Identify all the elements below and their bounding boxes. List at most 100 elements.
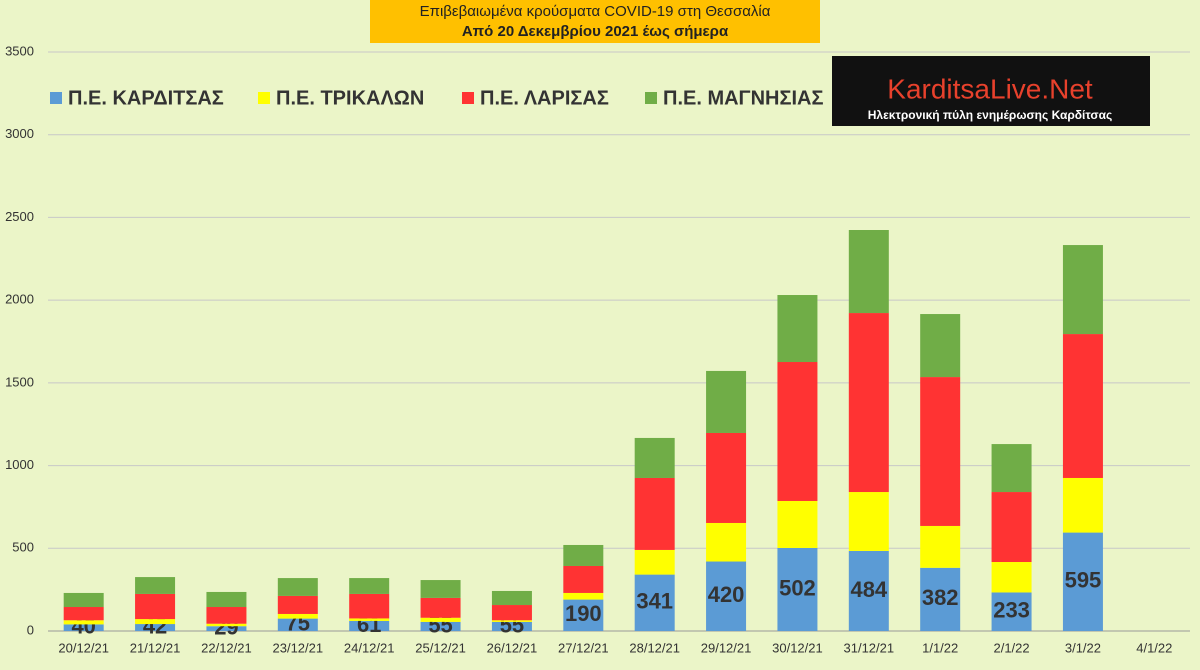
bar-segment bbox=[277, 613, 318, 619]
x-tick-label: 23/12/21 bbox=[273, 640, 324, 655]
x-tick-label: 25/12/21 bbox=[415, 640, 466, 655]
x-tick-label: 31/12/21 bbox=[844, 640, 895, 655]
y-tick-label: 2500 bbox=[5, 209, 34, 224]
bar-segment bbox=[135, 577, 176, 594]
bar-segment bbox=[848, 230, 889, 314]
x-tick-label: 3/1/22 bbox=[1065, 640, 1101, 655]
x-tick-label: 1/1/22 bbox=[922, 640, 958, 655]
y-tick-label: 3500 bbox=[5, 43, 34, 58]
bar-segment bbox=[563, 565, 604, 593]
y-tick-label: 1500 bbox=[5, 374, 34, 389]
bar-segment bbox=[706, 561, 747, 631]
bar-segment bbox=[777, 500, 818, 548]
bar-segment bbox=[420, 617, 461, 622]
bar-segment bbox=[1062, 334, 1103, 478]
bar-segment bbox=[634, 574, 675, 631]
bar-segment bbox=[777, 295, 818, 363]
bar-segment bbox=[848, 550, 889, 631]
bar-segment bbox=[135, 593, 176, 620]
bar-segment bbox=[349, 620, 390, 631]
title-box bbox=[370, 0, 820, 43]
x-tick-label: 21/12/21 bbox=[130, 640, 181, 655]
bar-segment bbox=[63, 620, 104, 625]
data-label: 420 bbox=[708, 582, 745, 607]
bar-segment bbox=[563, 544, 604, 566]
legend-label: Π.Ε. ΤΡΙΚΑΛΩΝ bbox=[276, 87, 424, 109]
bar-segment bbox=[135, 619, 176, 625]
bar-segment bbox=[634, 477, 675, 550]
bar-segment bbox=[777, 362, 818, 501]
bar-segment bbox=[277, 578, 318, 596]
bar-segment bbox=[349, 618, 390, 621]
data-label: 190 bbox=[565, 601, 602, 626]
bar-segment bbox=[491, 621, 532, 631]
bar-segment bbox=[777, 547, 818, 631]
x-tick-label: 4/1/22 bbox=[1136, 640, 1172, 655]
x-tick-label: 20/12/21 bbox=[58, 640, 109, 655]
bar-segment bbox=[563, 592, 604, 600]
bar-segment bbox=[277, 618, 318, 631]
bar-segment bbox=[420, 621, 461, 631]
legend-label: Π.Ε. ΚΑΡΔΙΤΣΑΣ bbox=[68, 87, 224, 109]
x-tick-label: 22/12/21 bbox=[201, 640, 252, 655]
legend-marker bbox=[50, 92, 62, 104]
legend-marker bbox=[258, 92, 270, 104]
bar-segment bbox=[63, 607, 104, 621]
data-label: 341 bbox=[636, 589, 673, 614]
bar-segment bbox=[563, 599, 604, 631]
bar-segment bbox=[634, 549, 675, 575]
x-tick-label: 30/12/21 bbox=[772, 640, 823, 655]
legend-marker bbox=[462, 92, 474, 104]
bar-segment bbox=[349, 593, 390, 619]
bar-segment bbox=[420, 580, 461, 598]
bar-segment bbox=[277, 595, 318, 614]
x-tick-label: 24/12/21 bbox=[344, 640, 395, 655]
x-tick-label: 27/12/21 bbox=[558, 640, 609, 655]
bar-segment bbox=[991, 444, 1032, 493]
bar-segment bbox=[1062, 245, 1103, 335]
logo-box bbox=[832, 56, 1150, 126]
bar-segment bbox=[63, 624, 104, 631]
bar-segment bbox=[634, 437, 675, 478]
bar-segment bbox=[706, 522, 747, 562]
bar-segment bbox=[206, 626, 247, 631]
data-label: 382 bbox=[922, 585, 959, 610]
bar-segment bbox=[991, 592, 1032, 631]
bar-segment bbox=[920, 377, 961, 526]
x-tick-label: 28/12/21 bbox=[629, 640, 680, 655]
bar-segment bbox=[206, 607, 247, 624]
y-tick-label: 0 bbox=[27, 622, 34, 637]
bar-segment bbox=[1062, 477, 1103, 533]
bar-segment bbox=[848, 313, 889, 493]
logo-title: KarditsaLive.Net bbox=[887, 73, 1093, 104]
bar-segment bbox=[920, 525, 961, 568]
y-tick-label: 2000 bbox=[5, 292, 34, 307]
bar-segment bbox=[206, 591, 247, 608]
y-tick-label: 500 bbox=[12, 540, 34, 555]
legend-marker bbox=[645, 92, 657, 104]
bar-segment bbox=[920, 567, 961, 631]
x-tick-label: 26/12/21 bbox=[487, 640, 538, 655]
bar-segment bbox=[491, 590, 532, 606]
legend-label: Π.Ε. ΛΑΡΙΣΑΣ bbox=[480, 87, 609, 109]
bar-segment bbox=[135, 624, 176, 631]
bar-segment bbox=[491, 605, 532, 621]
y-tick-label: 1000 bbox=[5, 457, 34, 472]
bar-segment bbox=[491, 620, 532, 622]
plot-area: 050010001500200025003000350020/12/214021… bbox=[5, 43, 1190, 655]
bar-segment bbox=[706, 432, 747, 523]
bar-segment bbox=[848, 492, 889, 551]
y-tick-label: 3000 bbox=[5, 126, 34, 141]
chart-subtitle: Από 20 Δεκεμβρίου 2021 έως σήμερα bbox=[462, 23, 729, 40]
bar-segment bbox=[206, 623, 247, 627]
legend-label: Π.Ε. ΜΑΓΝΗΣΙΑΣ bbox=[663, 87, 823, 109]
bar-segment bbox=[1062, 532, 1103, 631]
bar-segment bbox=[63, 592, 104, 608]
data-label: 233 bbox=[993, 598, 1030, 623]
bar-segment bbox=[991, 492, 1032, 563]
bar-segment bbox=[349, 578, 390, 594]
x-tick-label: 29/12/21 bbox=[701, 640, 752, 655]
bar-segment bbox=[991, 562, 1032, 593]
bar-segment bbox=[706, 370, 747, 433]
